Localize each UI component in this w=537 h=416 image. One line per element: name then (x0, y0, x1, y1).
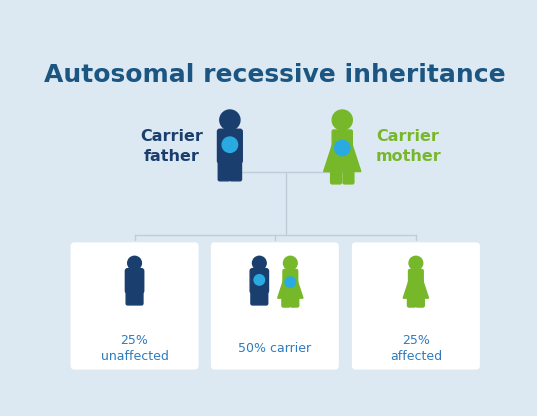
Circle shape (252, 256, 266, 270)
Text: Carrier
father: Carrier father (140, 129, 203, 163)
FancyBboxPatch shape (134, 287, 143, 305)
Circle shape (220, 110, 240, 130)
FancyBboxPatch shape (210, 242, 339, 370)
FancyBboxPatch shape (230, 156, 242, 181)
FancyBboxPatch shape (250, 269, 268, 293)
FancyBboxPatch shape (282, 297, 291, 307)
FancyBboxPatch shape (409, 270, 423, 284)
Text: Carrier
mother: Carrier mother (375, 129, 441, 163)
Circle shape (284, 256, 297, 270)
Ellipse shape (335, 140, 350, 156)
FancyBboxPatch shape (351, 242, 481, 370)
Circle shape (332, 110, 352, 130)
FancyBboxPatch shape (217, 129, 242, 163)
FancyBboxPatch shape (331, 170, 342, 184)
FancyBboxPatch shape (408, 297, 416, 307)
Text: 25%
unaffected: 25% unaffected (100, 334, 169, 363)
FancyBboxPatch shape (251, 287, 260, 305)
FancyBboxPatch shape (416, 297, 424, 307)
Ellipse shape (285, 277, 295, 287)
Polygon shape (278, 280, 303, 298)
Polygon shape (403, 280, 429, 298)
Circle shape (409, 256, 423, 270)
Polygon shape (324, 146, 361, 171)
Text: Autosomal recessive inheritance: Autosomal recessive inheritance (44, 62, 506, 87)
FancyBboxPatch shape (259, 287, 268, 305)
FancyBboxPatch shape (283, 270, 297, 284)
FancyBboxPatch shape (218, 156, 230, 181)
Ellipse shape (222, 137, 238, 152)
FancyBboxPatch shape (126, 287, 135, 305)
Text: 50% carrier: 50% carrier (238, 342, 311, 355)
Text: 25%
affected: 25% affected (390, 334, 442, 363)
FancyBboxPatch shape (291, 297, 299, 307)
FancyBboxPatch shape (70, 242, 199, 370)
FancyBboxPatch shape (343, 170, 354, 184)
Circle shape (128, 256, 141, 270)
FancyBboxPatch shape (125, 269, 144, 293)
FancyBboxPatch shape (332, 130, 352, 150)
Ellipse shape (254, 275, 265, 285)
